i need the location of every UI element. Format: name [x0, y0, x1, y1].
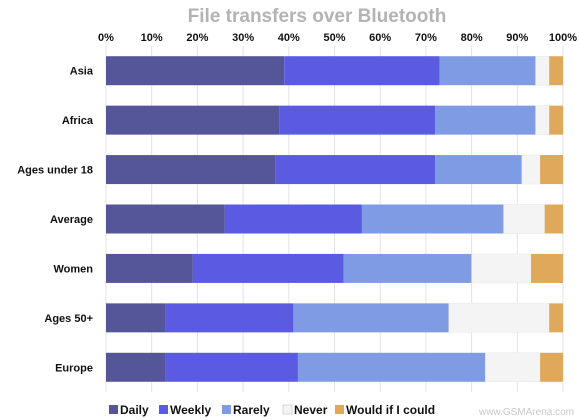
category-label: Europe [55, 362, 93, 374]
legend-label: Never [294, 403, 328, 417]
bar-segment [297, 352, 486, 382]
legend-swatch [282, 404, 293, 415]
x-tick-label: 100% [549, 32, 577, 44]
bar-segment [435, 155, 522, 185]
bar-segment [106, 105, 280, 135]
x-tick-label: 80% [461, 32, 483, 44]
category-label: Ages 50+ [44, 313, 93, 325]
legend-label: Would if I could [346, 403, 435, 417]
x-tick-label: 60% [369, 32, 391, 44]
bar-segment [544, 204, 563, 234]
bar-segment [549, 105, 563, 135]
bar-segment [192, 253, 344, 283]
bar-segment [293, 303, 449, 333]
bar-segment [485, 352, 541, 383]
bar-segment [549, 303, 563, 333]
legend-label: Daily [120, 403, 149, 417]
x-tick-label: 40% [278, 32, 300, 44]
x-axis-ticks: 0% 10% 20% 30% 40% 50% 60% 70% 80% 90% 100% [98, 32, 577, 44]
bar-segment [535, 55, 550, 86]
bar-segment [106, 253, 193, 283]
x-tick-label: 50% [323, 32, 345, 44]
bar-segment [439, 56, 536, 86]
bar-segment [106, 204, 225, 234]
bar-segment [165, 352, 298, 382]
bar-segment [165, 303, 294, 333]
category-label: Asia [70, 66, 94, 78]
bar-segment [540, 155, 563, 185]
category-label: Africa [62, 115, 94, 127]
legend-swatch [335, 405, 344, 414]
category-label: Average [50, 214, 93, 226]
x-tick-label: 90% [506, 32, 528, 44]
legend-swatch [222, 405, 231, 414]
bar-segment [106, 155, 276, 185]
x-tick-label: 0% [98, 32, 114, 44]
x-tick-label: 30% [232, 32, 254, 44]
bar-segment [279, 105, 436, 135]
bar-segment [106, 303, 166, 333]
bar-segment [106, 56, 285, 86]
x-tick-label: 10% [141, 32, 163, 44]
bar-segment [224, 204, 362, 234]
bar-segment [448, 303, 550, 333]
bar-segment [361, 204, 504, 234]
bar-segment [275, 155, 436, 185]
x-tick-label: 20% [186, 32, 208, 44]
category-label: Women [53, 263, 93, 275]
legend-swatch [109, 405, 118, 414]
category-labels: Asia Africa Ages under 18 Average Women Ages … [17, 66, 94, 375]
bar-segment [531, 253, 563, 283]
legend-label: Weekly [170, 403, 211, 417]
bar-segment [471, 253, 532, 284]
bar-segment [284, 56, 440, 86]
bar-segment [540, 352, 563, 382]
legend-label: Rarely [233, 403, 270, 417]
bar-segment [549, 56, 563, 86]
watermark: www.GSMArena.com [478, 407, 574, 418]
bar-segment [521, 154, 541, 185]
bar-segment [435, 105, 536, 135]
legend: Daily Weekly Rarely Never Would if I could [109, 403, 435, 417]
bar-segment [343, 253, 472, 283]
bar-segment [503, 204, 545, 234]
bar-segment [106, 352, 166, 382]
chart-title: File transfers over Bluetooth [188, 6, 447, 27]
bar-segment [535, 105, 550, 135]
category-label: Ages under 18 [17, 165, 93, 177]
x-tick-label: 70% [415, 32, 437, 44]
legend-swatch [159, 405, 168, 414]
bars [106, 55, 563, 383]
